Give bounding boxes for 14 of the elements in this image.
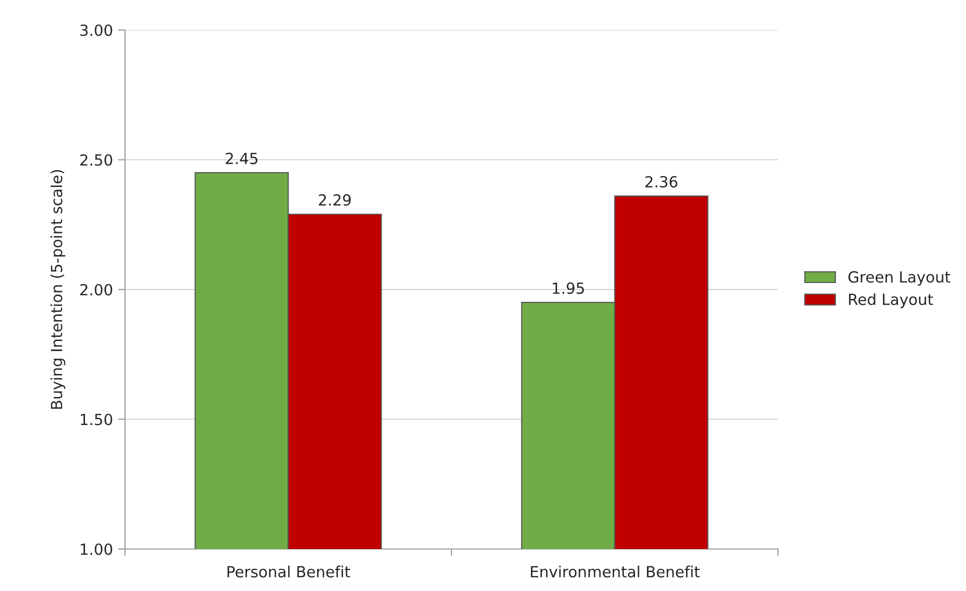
data-label: 2.36: [645, 176, 678, 188]
y-axis-title: Buying Intention (5-point scale): [50, 170, 66, 409]
data-label: 1.95: [552, 282, 584, 294]
x-tick-label: Environmental Benefit: [530, 566, 700, 578]
data-label: 2.29: [318, 194, 351, 206]
y-tick-label: 1.50: [80, 414, 112, 426]
data-label: 2.45: [226, 152, 258, 164]
legend-label: Green Layout: [848, 271, 950, 286]
x-tick-label: Personal Benefit: [228, 566, 350, 578]
legend-label: Red Layout: [849, 293, 934, 308]
y-tick-label: 3.00: [80, 24, 112, 36]
y-tick-label: 2.50: [80, 154, 112, 166]
y-tick-label: 1.00: [80, 543, 112, 556]
y-tick-label: 2.00: [80, 284, 112, 296]
